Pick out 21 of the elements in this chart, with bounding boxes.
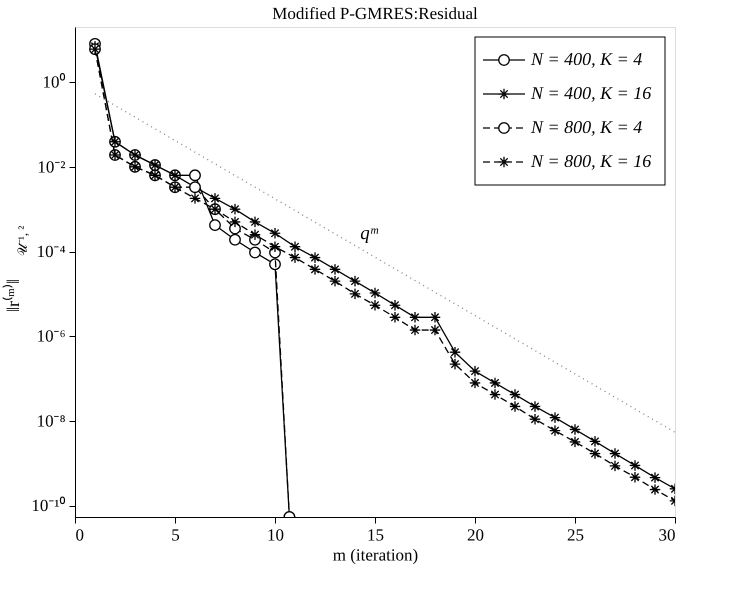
annotation: qᵐ (360, 222, 379, 244)
x-tick-label: 30 (658, 526, 676, 544)
y-tick-label: 10⁻¹⁰ (31, 496, 66, 516)
legend-label: N = 800, K = 4 (530, 117, 642, 137)
legend-label: N = 400, K = 16 (530, 83, 652, 103)
y-tick-label: 10⁻⁸ (36, 411, 66, 430)
legend-label: N = 400, K = 4 (530, 49, 642, 69)
x-tick-label: 5 (171, 526, 180, 544)
legend-label: N = 800, K = 16 (530, 151, 652, 171)
text: ‖r⁽ᵐ⁾‖𝒰⁻¹, ² (3, 226, 30, 312)
y-tick-label: 10⁻⁶ (36, 326, 66, 346)
chart-title: Modified P-GMRES:Residual (272, 4, 478, 23)
y-tick-label: 10⁻² (37, 157, 66, 176)
x-tick-label: 25 (567, 526, 584, 544)
x-tick-label: 15 (367, 526, 384, 544)
x-tick-label: 20 (467, 526, 484, 544)
y-tick-label: 10⁻⁴ (36, 242, 66, 262)
x-axis-title: m (iteration) (332, 546, 418, 564)
x-tick-label: 10 (267, 526, 284, 544)
y-tick-label: 10⁰ (42, 72, 66, 92)
x-tick-label: 0 (76, 526, 84, 544)
